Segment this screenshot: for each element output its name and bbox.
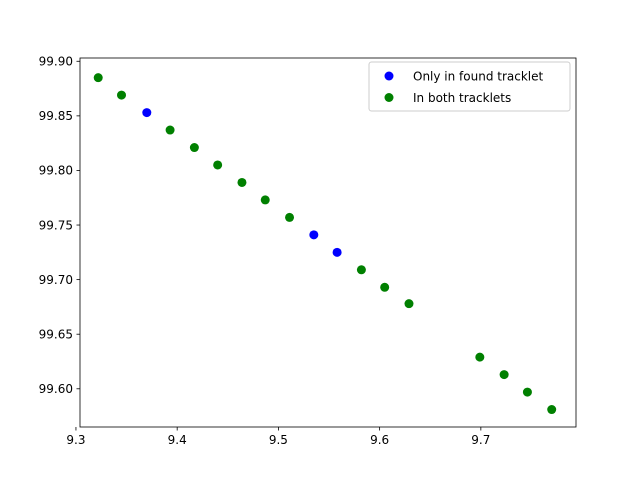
both-tracklets-point (213, 160, 223, 170)
both-tracklets-point (237, 177, 247, 187)
y-tick-label: 99.60 (39, 382, 73, 396)
y-tick-label: 99.70 (39, 273, 73, 287)
both-tracklets-point (499, 370, 509, 380)
x-tick-label: 9.6 (370, 433, 389, 447)
both-tracklets-point (285, 212, 295, 222)
axis-ticks: 9.3 9.4 9.5 9.6 9.7 99.60 99.65 99.70 99.75 99.80… (39, 55, 491, 447)
y-tick-label: 99.80 (39, 164, 73, 178)
x-tick-label: 9.7 (471, 433, 490, 447)
y-tick-label: 99.75 (39, 218, 73, 232)
both-tracklets-point (475, 352, 485, 362)
both-tracklets-point (165, 125, 175, 135)
both-tracklets-point (189, 143, 199, 153)
x-tick-label: 9.5 (269, 433, 288, 447)
found-only-point (332, 247, 342, 257)
both-tracklets-point (260, 195, 270, 205)
both-tracklets-point (93, 73, 103, 83)
axes-frame (79, 57, 577, 428)
legend: Only in found tracklet In both tracklets (368, 61, 571, 112)
found-only-point (142, 108, 152, 118)
legend-box (368, 61, 571, 112)
found-only-point (309, 230, 319, 240)
y-tick-label: 99.65 (39, 328, 73, 342)
y-tick-label: 99.90 (39, 55, 73, 69)
legend-label: Only in found tracklet (413, 69, 544, 83)
legend-marker (384, 71, 394, 81)
data-points (93, 73, 557, 415)
x-tick-label: 9.3 (66, 433, 85, 447)
both-tracklets-point (117, 90, 127, 100)
both-tracklets-point (522, 387, 532, 397)
both-tracklets-point (547, 405, 557, 415)
legend-marker (384, 93, 394, 102)
both-tracklets-point (356, 265, 366, 275)
both-tracklets-point (404, 299, 414, 309)
x-tick-label: 9.4 (168, 433, 187, 447)
y-tick-label: 99.85 (39, 109, 73, 123)
legend-label: In both tracklets (413, 91, 511, 105)
both-tracklets-point (380, 282, 390, 292)
